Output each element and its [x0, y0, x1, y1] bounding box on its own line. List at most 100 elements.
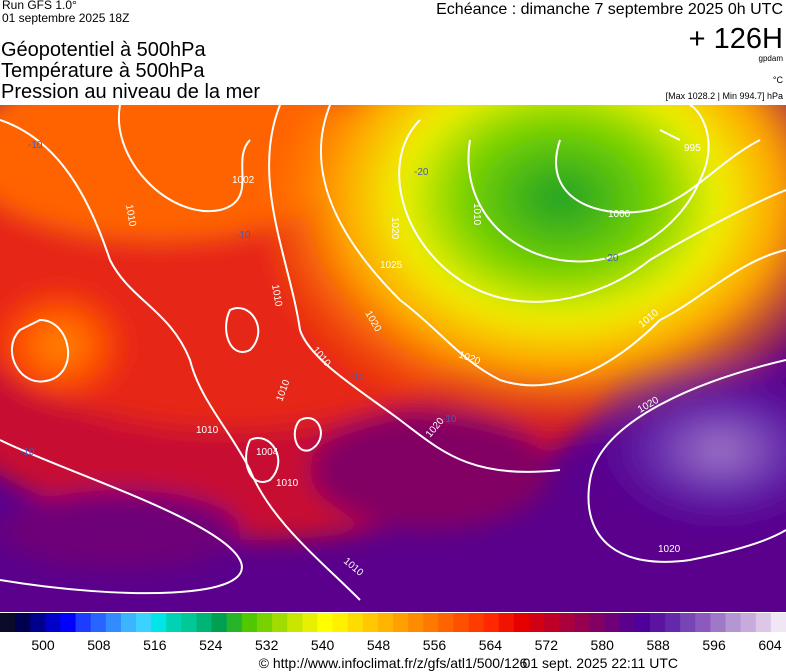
temp-unit: °C	[773, 75, 784, 85]
isobar-label: 1004	[256, 447, 279, 458]
colorbar-cell	[453, 613, 470, 632]
colorbar-tick-label: 524	[199, 637, 223, 653]
isobars	[0, 105, 786, 601]
colorbar-cell	[559, 613, 575, 632]
colorbar-cell	[136, 613, 152, 632]
colorbar-cell	[166, 613, 182, 632]
colorbar-cell	[362, 613, 379, 632]
isobar-label: 995	[684, 143, 701, 154]
colorbar-cell	[438, 613, 454, 632]
colorbar-tick-label: 540	[311, 637, 335, 653]
colorbar-cell	[634, 613, 651, 632]
colorbar-tick-label: 596	[702, 637, 726, 653]
colorbar-cell	[151, 613, 167, 632]
title-line: Géopotentiel à 500hPa	[1, 39, 206, 61]
colorbar-cell	[302, 613, 318, 632]
colorbar-cell	[574, 613, 590, 632]
colorbar-tick-label: 516	[143, 637, 167, 653]
colorbar-tick-label: 604	[758, 637, 782, 653]
temperature-label: -10	[350, 372, 365, 383]
run-date: 01 septembre 2025 18Z	[2, 11, 129, 25]
temperature-label: -10	[20, 447, 35, 458]
isobar-label: 1010	[196, 425, 219, 436]
colorbar-cell	[196, 613, 213, 632]
colorbar-cell	[649, 613, 666, 632]
run: Run GFS 1.0°	[2, 0, 77, 12]
colorbar-cell	[423, 613, 439, 632]
isobar-label: 1010	[471, 203, 482, 226]
colorbar-cell	[256, 613, 273, 632]
isobar-label: 1002	[232, 175, 255, 186]
temperature-label: -10	[236, 230, 251, 241]
colorbar-cell	[695, 613, 711, 632]
colorbar-cell	[226, 613, 243, 632]
colorbar-cell	[680, 613, 696, 632]
isobar-label: 1010	[276, 478, 299, 489]
colorbar-tick-label: 508	[87, 637, 111, 653]
colorbar-cell	[619, 613, 636, 632]
colorbar-cell	[604, 613, 621, 632]
colorbar-cell	[347, 613, 364, 632]
isobar-label: 1000	[608, 209, 631, 220]
temperature-label: -20	[604, 253, 619, 264]
colorbar-cell	[30, 613, 46, 632]
title-line: Température à 500hPa	[1, 60, 205, 82]
colorbar-cell	[60, 613, 77, 632]
colorbar-cell	[211, 613, 228, 632]
title-line: Pression au niveau de la mer	[1, 81, 260, 103]
colorbar-cell	[120, 613, 137, 632]
colorbar-cell	[665, 613, 681, 632]
colorbar-cell	[287, 613, 303, 632]
colorbar-cell	[75, 613, 92, 632]
colorbar-tick-label: 556	[423, 637, 447, 653]
map: 1010100210101020101010101010100410101020…	[0, 105, 786, 612]
colorbar-cell	[710, 613, 727, 632]
colorbar-tick-label: 580	[591, 637, 615, 653]
colorbar-cell	[15, 613, 31, 632]
colorbar-cell	[468, 613, 485, 632]
colorbar-cell	[45, 613, 61, 632]
colorbar-cell	[272, 613, 288, 632]
forecast: Echéance : dimanche 7 septembre 2025 0h …	[436, 1, 783, 18]
temperature-label: -10	[442, 414, 457, 425]
colorbar-cell	[725, 613, 742, 632]
colorbar-tick-label: 532	[255, 637, 279, 653]
colorbar-cell	[544, 613, 560, 632]
colorbar-cell	[589, 613, 606, 632]
pressure-range: [Max 1028.2 | Min 994.7] hPa	[666, 91, 783, 101]
colorbar-cell	[241, 613, 258, 632]
colorbar-tick-label: 572	[535, 637, 559, 653]
colorbar-cell	[393, 613, 409, 632]
colorbar-cell	[90, 613, 107, 632]
temperature-label: -20	[414, 167, 429, 178]
isobar-label: 1020	[658, 544, 681, 555]
colorbar-cell	[317, 613, 334, 632]
lead-time: + 126H	[689, 23, 783, 55]
isobar-label: 1020	[389, 217, 400, 240]
colorbar-tick-label: 588	[646, 637, 670, 653]
colorbar-cell	[770, 613, 786, 632]
colorbar-cell	[181, 613, 197, 632]
isobar-label: 1010	[123, 204, 138, 228]
colorbar-cell	[377, 613, 394, 632]
colorbar-cell	[483, 613, 500, 632]
colorbar-cell	[498, 613, 515, 632]
isobar-label: 1010	[269, 284, 284, 308]
colorbar-cell	[740, 613, 757, 632]
footer-url: © http://www.infoclimat.fr/z/gfs/atl1/50…	[259, 655, 528, 671]
footer-timestamp: 01 sept. 2025 22:11 UTC	[523, 655, 678, 671]
colorbar-cell	[0, 613, 16, 632]
colorbar-cell	[332, 613, 349, 632]
temperature-label: -10	[28, 140, 43, 151]
colorbar-cell	[755, 613, 772, 632]
colorbar-tick-label: 548	[367, 637, 391, 653]
colorbar-tick-label: 500	[31, 637, 55, 653]
colorbar-cell	[105, 613, 122, 632]
colorbar-cell	[408, 613, 424, 632]
colorbar-cell	[513, 613, 530, 632]
colorbar-cell	[529, 613, 545, 632]
unit: gpdam	[759, 54, 784, 63]
colorbar-tick-label: 564	[479, 637, 503, 653]
isobar-label: 1025	[380, 260, 403, 271]
